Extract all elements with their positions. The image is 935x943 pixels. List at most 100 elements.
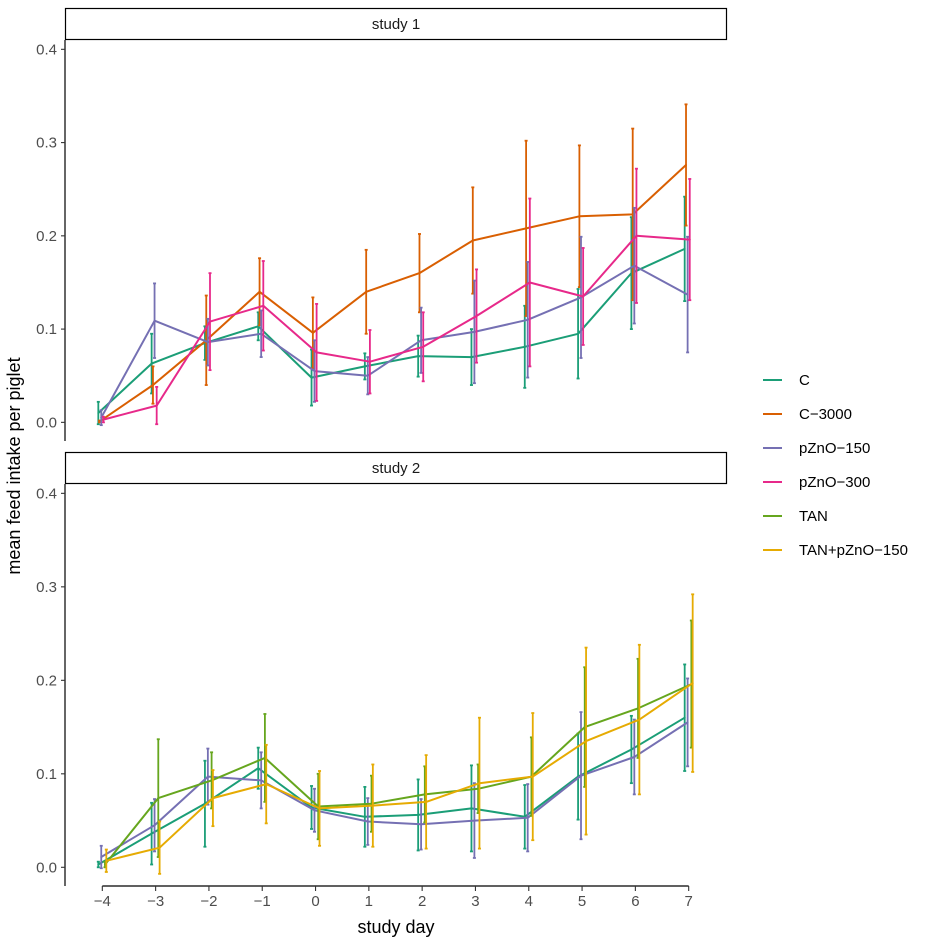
legend: C C−3000 pZnO−150 pZnO−300 TAN TAN+pZnO−150 xyxy=(763,372,908,559)
legend-label: TAN+pZnO−150 xyxy=(799,542,908,559)
data-point xyxy=(157,797,160,800)
series-pzno-150 xyxy=(99,677,690,870)
data-point xyxy=(686,293,689,296)
series-line-c xyxy=(97,247,686,414)
legend-item-tan: TAN xyxy=(763,508,828,525)
legend-item-c: C xyxy=(763,372,810,389)
series-line-pzno-300 xyxy=(103,234,690,421)
series-c xyxy=(96,195,687,426)
data-point xyxy=(422,345,425,348)
data-point xyxy=(208,320,211,323)
data-point xyxy=(577,332,580,335)
y-tick-label: 0.4 xyxy=(36,41,57,58)
x-tick-label: 4 xyxy=(525,893,533,910)
data-point xyxy=(371,804,374,807)
data-point xyxy=(260,332,263,335)
x-tick-label: 2 xyxy=(418,893,426,910)
legend-label: pZnO−300 xyxy=(799,474,870,491)
data-point xyxy=(151,384,154,387)
x-tick-label: 7 xyxy=(685,893,693,910)
series-c-3000 xyxy=(98,103,688,424)
series-line-pzno-150 xyxy=(100,264,689,419)
data-point xyxy=(100,856,103,859)
x-tick-label: −1 xyxy=(254,893,271,910)
data-point xyxy=(368,360,371,363)
data-point xyxy=(158,846,161,849)
data-point xyxy=(417,813,420,816)
y-tick-label: 0.1 xyxy=(36,321,57,338)
legend-item-c-3000: C−3000 xyxy=(763,406,852,423)
data-point xyxy=(470,356,473,359)
data-point xyxy=(153,319,156,322)
data-point xyxy=(528,281,531,284)
data-point xyxy=(471,239,474,242)
legend-item-pzno-300: pZnO−300 xyxy=(763,474,870,491)
data-point xyxy=(525,227,528,230)
data-point xyxy=(97,412,100,415)
data-point xyxy=(318,807,321,810)
data-point xyxy=(258,290,261,293)
y-tick-label: 0.0 xyxy=(36,414,57,431)
y-tick-label: 0.4 xyxy=(36,485,57,502)
data-point xyxy=(630,748,633,751)
data-point xyxy=(585,740,588,743)
data-point xyxy=(206,341,209,344)
series-line-c-3000 xyxy=(99,164,687,423)
x-tick-label: 0 xyxy=(311,893,319,910)
plot-panel-study-2: 0.0 0.1 0.2 0.3 0.4 −4 −3 −2 −1 0 1 2 3 4 5 6 7 xyxy=(36,484,695,910)
data-point xyxy=(473,330,476,333)
data-point xyxy=(420,339,423,342)
data-point xyxy=(366,374,369,377)
data-point xyxy=(265,783,268,786)
data-point xyxy=(153,824,156,827)
y-tick-label: 0.3 xyxy=(36,135,57,152)
data-point xyxy=(633,755,636,758)
data-point xyxy=(363,815,366,818)
data-point xyxy=(105,859,108,862)
data-point xyxy=(211,797,214,800)
data-point xyxy=(685,163,688,166)
legend-label: C xyxy=(799,372,810,389)
data-point xyxy=(313,370,316,373)
legend-label: TAN xyxy=(799,508,828,525)
data-point xyxy=(313,809,316,812)
panel-title-study-1: study 1 xyxy=(372,16,420,33)
data-point xyxy=(635,234,638,237)
data-point xyxy=(580,774,583,777)
data-point xyxy=(100,416,103,419)
y-tick-label: 0.2 xyxy=(36,672,57,689)
y-tick-label: 0.2 xyxy=(36,228,57,245)
series-c xyxy=(96,663,687,869)
data-point xyxy=(523,345,526,348)
x-tick-label: −4 xyxy=(94,893,111,910)
data-point xyxy=(98,420,101,423)
panel-title-study-2: study 2 xyxy=(372,460,420,477)
x-tick-label: −2 xyxy=(200,893,217,910)
data-point xyxy=(470,807,473,810)
y-axis-title: mean feed intake per piglet xyxy=(4,357,24,574)
legend-item-pzno-150: pZnO−150 xyxy=(763,440,870,457)
series-pzno-300 xyxy=(101,167,692,426)
data-point xyxy=(475,315,478,318)
data-point xyxy=(478,782,481,785)
series-tan xyxy=(103,619,693,869)
data-point xyxy=(691,682,694,685)
data-point xyxy=(311,331,314,334)
data-point xyxy=(262,304,265,307)
data-point xyxy=(473,819,476,822)
x-tick-label: 1 xyxy=(365,893,373,910)
data-point xyxy=(531,775,534,778)
data-point xyxy=(155,404,158,407)
data-point xyxy=(150,832,153,835)
data-point xyxy=(257,767,260,770)
data-point xyxy=(417,355,420,358)
data-point xyxy=(683,716,686,719)
data-point xyxy=(686,721,689,724)
data-point xyxy=(310,376,313,379)
series-line-pzno-150 xyxy=(100,721,689,858)
series-pzno-150 xyxy=(99,206,690,427)
data-point xyxy=(365,290,368,293)
x-tick-label: 3 xyxy=(471,893,479,910)
data-point xyxy=(363,365,366,368)
